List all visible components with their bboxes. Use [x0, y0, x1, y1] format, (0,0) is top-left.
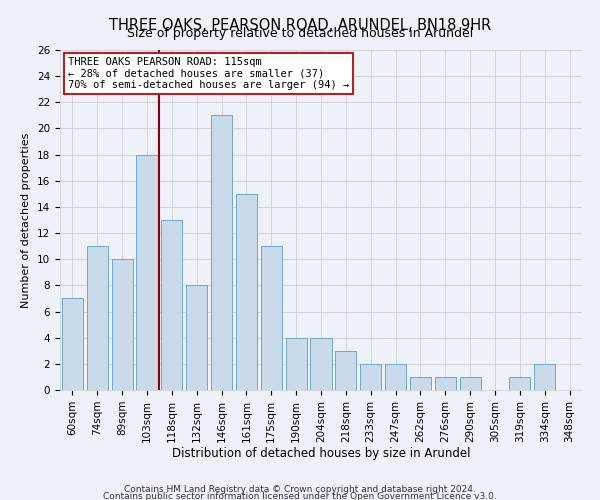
Bar [509, 377, 530, 390]
Bar [261, 246, 282, 390]
Bar [286, 338, 307, 390]
Bar [534, 364, 555, 390]
Bar [435, 377, 456, 390]
Bar [211, 116, 232, 390]
Text: Size of property relative to detached houses in Arundel: Size of property relative to detached ho… [127, 28, 473, 40]
Bar [360, 364, 381, 390]
Bar [62, 298, 83, 390]
Bar [136, 154, 158, 390]
Bar [112, 259, 133, 390]
Bar [87, 246, 108, 390]
Text: THREE OAKS, PEARSON ROAD, ARUNDEL, BN18 9HR: THREE OAKS, PEARSON ROAD, ARUNDEL, BN18 … [109, 18, 491, 32]
Bar [385, 364, 406, 390]
Bar [460, 377, 481, 390]
Text: THREE OAKS PEARSON ROAD: 115sqm
← 28% of detached houses are smaller (37)
70% of: THREE OAKS PEARSON ROAD: 115sqm ← 28% of… [68, 57, 349, 90]
X-axis label: Distribution of detached houses by size in Arundel: Distribution of detached houses by size … [172, 448, 470, 460]
Bar [310, 338, 332, 390]
Text: Contains HM Land Registry data © Crown copyright and database right 2024.: Contains HM Land Registry data © Crown c… [124, 484, 476, 494]
Bar [335, 351, 356, 390]
Text: Contains public sector information licensed under the Open Government Licence v3: Contains public sector information licen… [103, 492, 497, 500]
Bar [410, 377, 431, 390]
Bar [161, 220, 182, 390]
Bar [236, 194, 257, 390]
Bar [186, 286, 207, 390]
Y-axis label: Number of detached properties: Number of detached properties [22, 132, 31, 308]
